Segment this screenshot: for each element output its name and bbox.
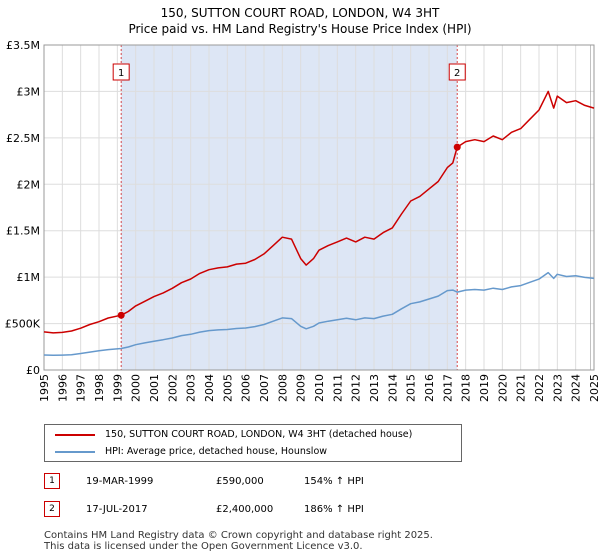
price-chart: £0 £500K £1M £1.5M £2M £2.5M £3M £3.5M 1995 1996 1…	[5, 39, 600, 402]
sale-badge: 2	[44, 501, 60, 517]
chart-title-line2: Price paid vs. HM Land Registry's House …	[128, 22, 472, 36]
x-tick-label: 2012	[350, 374, 363, 402]
y-tick-label: £1.5M	[6, 225, 40, 238]
legend-label-property: 150, SUTTON COURT ROAD, LONDON, W4 3HT (…	[105, 429, 413, 440]
sale-label-box	[448, 63, 466, 81]
sale-label-text: 2	[454, 68, 460, 79]
x-tick-label: 2013	[368, 374, 381, 402]
x-tick-label: 2009	[295, 374, 308, 402]
x-tick-label: 1997	[75, 374, 88, 402]
x-tick-label: 1996	[56, 374, 69, 402]
x-tick-label: 2022	[533, 374, 546, 402]
x-tick-label: 2005	[221, 374, 234, 402]
x-tick-label: 2010	[313, 374, 326, 402]
y-tick-label: £2M	[17, 178, 41, 191]
sale-label-text: 1	[118, 68, 124, 79]
x-tick-label: 2018	[460, 374, 473, 402]
x-tick-label: 1999	[111, 374, 124, 402]
y-tick-label: £1M	[17, 271, 41, 284]
x-tick-label: 2017	[441, 374, 454, 402]
x-tick-label: 2001	[148, 374, 161, 402]
sale-hpi-change: 154% ↑ HPI	[304, 476, 364, 487]
y-tick-label: £2.5M	[6, 132, 40, 145]
sale-date: 17-JUL-2017	[86, 504, 148, 515]
x-tick-label: 2003	[185, 374, 198, 402]
x-tick-label: 2006	[240, 374, 253, 402]
x-tick-label: 2007	[258, 374, 271, 402]
x-tick-label: 2023	[551, 374, 564, 402]
sale-date: 19-MAR-1999	[86, 476, 154, 487]
x-tick-label: 2024	[570, 374, 583, 402]
sale-price: £590,000	[216, 476, 264, 487]
legend-swatch-property	[55, 434, 95, 436]
y-tick-label: £0	[26, 364, 40, 377]
x-tick-label: 2000	[130, 374, 143, 402]
y-tick-label: £3M	[17, 85, 41, 98]
legend-label-hpi: HPI: Average price, detached house, Houn…	[105, 446, 328, 457]
footer-copyright: Contains HM Land Registry data © Crown c…	[44, 530, 433, 541]
sale-badge: 1	[44, 473, 60, 489]
x-tick-label: 2016	[423, 374, 436, 402]
series-line-hpi	[43, 271, 595, 357]
x-tick-label: 2025	[588, 374, 600, 402]
legend-swatch-hpi	[55, 451, 95, 453]
y-tick-label: £500K	[5, 318, 41, 331]
footer-licence: This data is licensed under the Open Gov…	[44, 541, 363, 552]
x-tick-label: 2002	[166, 374, 179, 402]
sale-price: £2,400,000	[216, 504, 274, 515]
series-line-property	[43, 90, 595, 334]
sale-point	[453, 143, 461, 151]
sale-label-box	[112, 63, 130, 81]
sale-hpi-change: 186% ↑ HPI	[304, 504, 364, 515]
x-tick-label: 2020	[496, 374, 509, 402]
x-tick-label: 2015	[405, 374, 418, 402]
sale-point	[117, 311, 125, 319]
x-tick-label: 2008	[276, 374, 289, 402]
footer: Contains HM Land Registry data © Crown c…	[44, 530, 433, 552]
x-tick-label: 2021	[515, 374, 528, 402]
y-tick-label: £3.5M	[6, 39, 40, 52]
plot-frame	[43, 44, 595, 371]
chart-legend: 150, SUTTON COURT ROAD, LONDON, W4 3HT (…	[44, 424, 462, 462]
x-tick-label: 2011	[331, 374, 344, 402]
x-tick-label: 2004	[203, 374, 216, 402]
x-tick-label: 1995	[38, 374, 51, 402]
x-tick-label: 2014	[386, 374, 399, 402]
x-tick-label: 2019	[478, 374, 491, 402]
chart-title-line1: 150, SUTTON COURT ROAD, LONDON, W4 3HT	[160, 6, 440, 20]
x-tick-label: 1998	[93, 374, 106, 402]
ownership-shade	[121, 45, 458, 370]
